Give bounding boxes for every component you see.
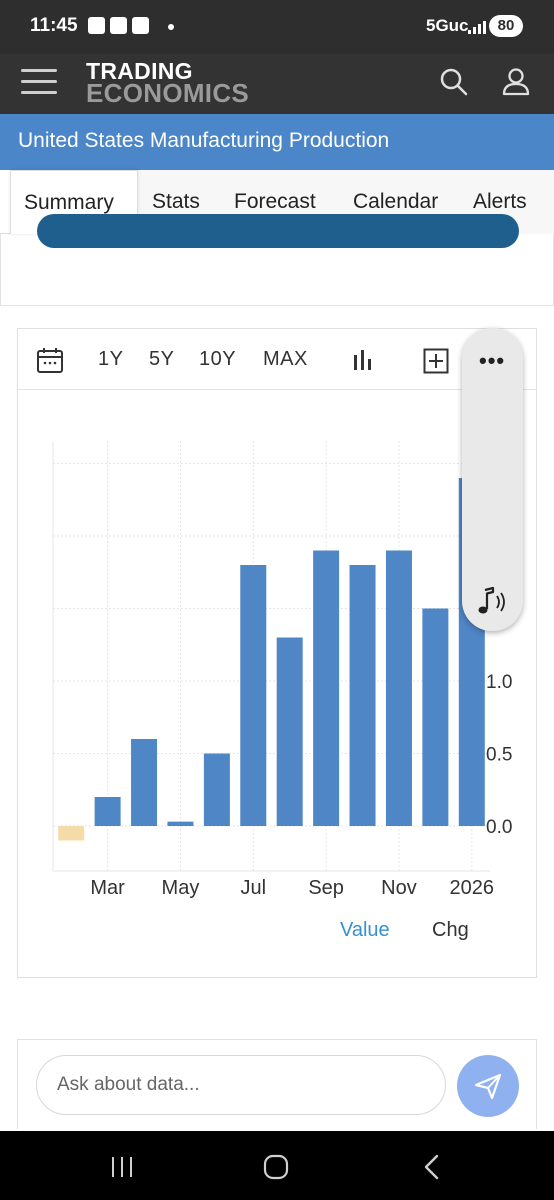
chart-bar-mar[interactable] — [94, 797, 121, 826]
calendar-icon[interactable] — [36, 346, 64, 374]
chart-bar-may[interactable] — [167, 821, 194, 826]
range-1y-button[interactable]: 1Y — [98, 348, 124, 370]
chart-bar-nov[interactable] — [385, 550, 412, 827]
x-tick-label: May — [162, 877, 200, 899]
chart-bar-aug[interactable] — [276, 637, 303, 827]
back-icon[interactable] — [421, 1153, 443, 1181]
chart-toolbar: 1Y 5Y 10Y MAX — [18, 329, 536, 390]
range-5y-button[interactable]: 5Y — [149, 348, 175, 370]
menu-icon[interactable] — [21, 67, 57, 95]
chg-legend-link[interactable]: Chg — [432, 919, 469, 941]
action-button-partial[interactable] — [37, 214, 519, 248]
range-max-button[interactable]: MAX — [263, 348, 308, 370]
tab-calendar[interactable]: Calendar — [353, 190, 439, 213]
y-tick-label: 0.5 — [486, 745, 512, 766]
x-tick-label: Mar — [90, 877, 125, 899]
send-button[interactable] — [457, 1055, 519, 1117]
value-legend-link[interactable]: Value — [340, 919, 390, 941]
trading-economics-logo[interactable]: TRADING ECONOMICS — [86, 58, 250, 108]
bar-chart: Mar May Jul Sep Nov 2026 1.0 0.5 0.0 — [52, 441, 512, 899]
page-title: United States Manufacturing Production — [18, 129, 390, 152]
signal-strength-icon — [468, 18, 486, 34]
tab-stats[interactable]: Stats — [152, 190, 200, 213]
battery-indicator: 80 — [489, 15, 523, 37]
status-time: 11:45 — [30, 15, 78, 36]
x-tick-label: Sep — [308, 877, 344, 899]
tab-alerts[interactable]: Alerts — [473, 190, 527, 213]
chart-bar-jun[interactable] — [203, 753, 230, 827]
tab-forecast[interactable]: Forecast — [234, 190, 316, 213]
app-notification-icon — [132, 17, 149, 34]
x-tick-label: Nov — [381, 877, 417, 899]
music-sound-icon[interactable] — [475, 586, 511, 618]
chart-bar-apr[interactable] — [131, 739, 158, 826]
app-header: TRADING ECONOMICS — [0, 54, 554, 114]
floating-edge-panel[interactable]: ••• — [462, 328, 523, 631]
network-type: 5Guc — [426, 16, 469, 35]
chart-bar-dec[interactable] — [422, 608, 449, 827]
bar-chart-type-icon[interactable] — [351, 348, 375, 372]
calendar-notification-icon — [88, 17, 105, 34]
chart-bar-jul[interactable] — [240, 565, 267, 826]
x-tick-label: Jul — [241, 877, 267, 899]
search-icon[interactable] — [438, 66, 470, 98]
more-options-icon[interactable]: ••• — [479, 348, 506, 373]
page-title-bar: United States Manufacturing Production — [0, 114, 554, 170]
y-tick-label: 0.0 — [486, 817, 512, 838]
chart-bar-oct[interactable] — [349, 565, 376, 826]
system-navigation-bar — [0, 1131, 554, 1200]
add-indicator-icon[interactable] — [423, 348, 449, 374]
y-tick-label: 1.0 — [486, 672, 512, 693]
logo-line-1: TRADING — [86, 58, 193, 84]
recent-apps-icon[interactable] — [110, 1155, 134, 1179]
send-icon — [474, 1073, 502, 1100]
ask-data-input[interactable] — [36, 1055, 446, 1115]
summary-card — [0, 214, 554, 306]
home-icon[interactable] — [263, 1154, 289, 1180]
logo-line-2: ECONOMICS — [86, 78, 250, 108]
chart-bar-feb[interactable] — [58, 826, 85, 841]
notification-icons — [88, 17, 149, 34]
user-account-icon[interactable] — [500, 66, 532, 98]
more-notifications-dot-icon — [168, 24, 174, 30]
range-10y-button[interactable]: 10Y — [199, 348, 237, 370]
chart-bar-sep[interactable] — [313, 550, 340, 827]
status-bar: 11:45 5Guc 80 — [0, 0, 554, 54]
chart-card: 1Y 5Y 10Y MAX Mar May Jul Sep Nov 2026 1.0 0.5… — [17, 328, 537, 978]
app-notification-icon — [110, 17, 127, 34]
x-tick-label: 2026 — [450, 877, 495, 899]
